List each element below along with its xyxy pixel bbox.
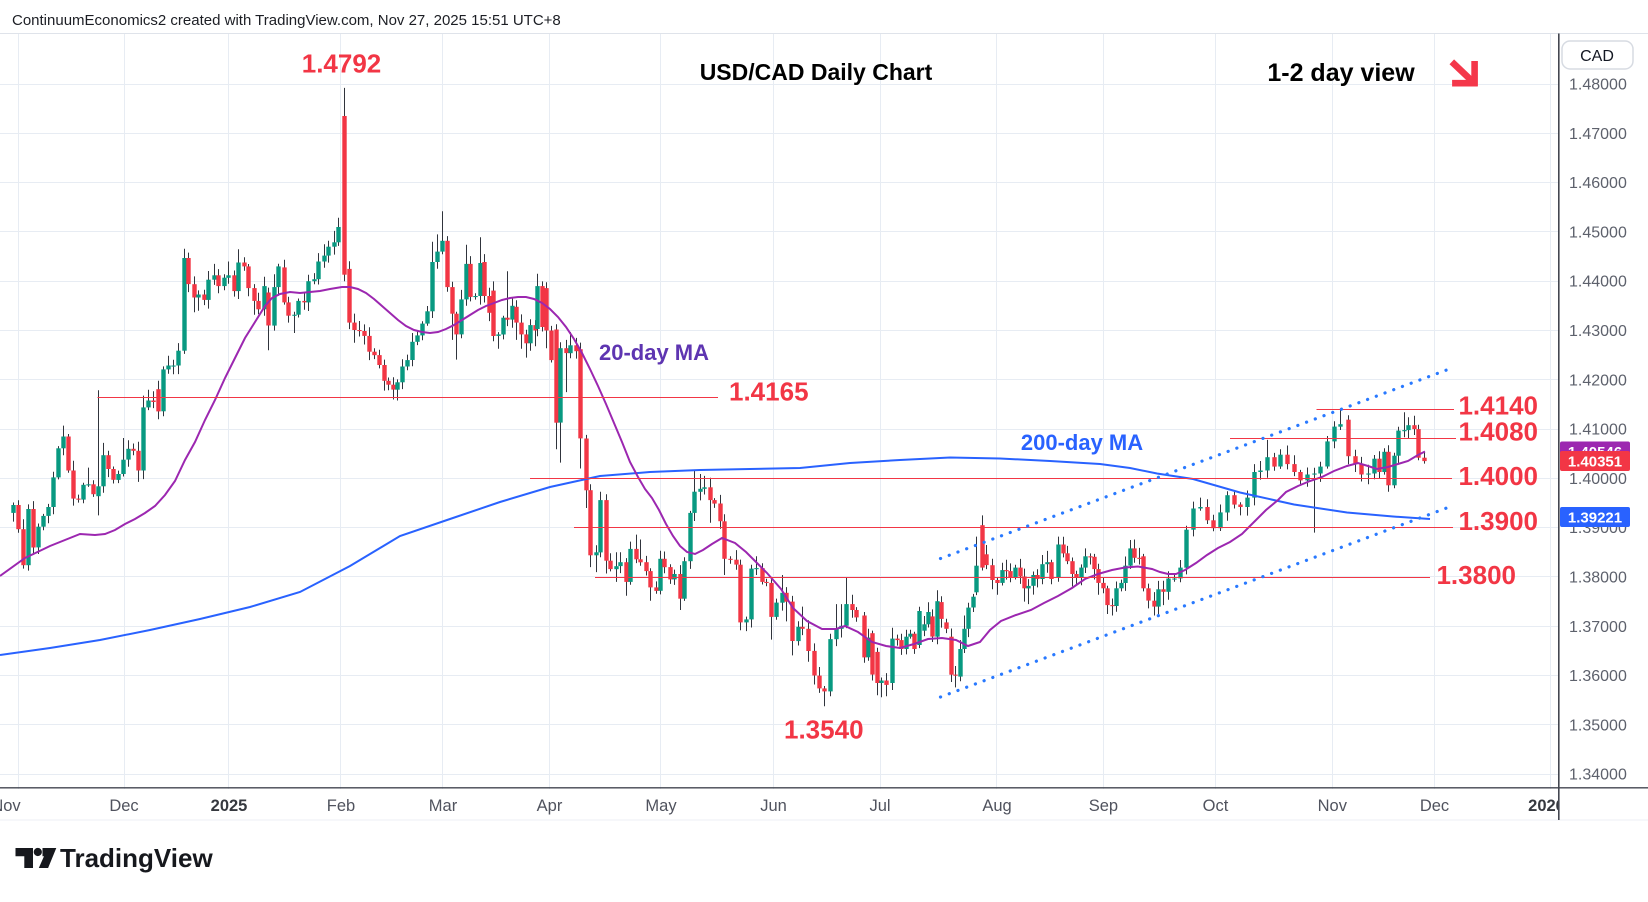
svg-text:1.47000: 1.47000 — [1569, 126, 1627, 143]
svg-text:Jun: Jun — [760, 797, 787, 815]
svg-text:1.4080: 1.4080 — [1458, 416, 1538, 446]
svg-text:Sep: Sep — [1089, 797, 1118, 815]
svg-text:1.40000: 1.40000 — [1569, 471, 1627, 488]
svg-text:1-2 day view: 1-2 day view — [1267, 59, 1415, 87]
svg-text:1.44000: 1.44000 — [1569, 274, 1627, 291]
svg-text:1.40351: 1.40351 — [1568, 454, 1622, 471]
svg-text:1.37000: 1.37000 — [1569, 619, 1627, 636]
svg-text:Aug: Aug — [982, 797, 1011, 815]
svg-text:1.3800: 1.3800 — [1436, 560, 1516, 590]
svg-text:Apr: Apr — [537, 797, 563, 815]
svg-text:Nov: Nov — [0, 797, 21, 815]
svg-text:1.43000: 1.43000 — [1569, 323, 1627, 340]
svg-text:USD/CAD Daily Chart: USD/CAD Daily Chart — [700, 59, 933, 85]
svg-text:1.45000: 1.45000 — [1569, 224, 1627, 241]
svg-text:Jul: Jul — [869, 797, 890, 815]
svg-text:1.35000: 1.35000 — [1569, 717, 1627, 734]
svg-text:1.38000: 1.38000 — [1569, 570, 1627, 587]
svg-text:1.3540: 1.3540 — [784, 714, 864, 744]
svg-text:Feb: Feb — [327, 797, 355, 815]
svg-text:Mar: Mar — [429, 797, 458, 815]
svg-text:1.41000: 1.41000 — [1569, 422, 1627, 439]
svg-text:1.4000: 1.4000 — [1458, 461, 1538, 491]
svg-text:1.34000: 1.34000 — [1569, 767, 1627, 784]
svg-text:1.48000: 1.48000 — [1569, 77, 1627, 94]
svg-text:May: May — [645, 797, 677, 815]
svg-text:1.4792: 1.4792 — [302, 48, 382, 78]
svg-text:Nov: Nov — [1318, 797, 1348, 815]
svg-text:Oct: Oct — [1203, 797, 1229, 815]
svg-text:Dec: Dec — [109, 797, 138, 815]
svg-text:ContinuumEconomics2 created wi: ContinuumEconomics2 created with Trading… — [12, 12, 561, 29]
svg-text:20-day MA: 20-day MA — [599, 340, 709, 365]
svg-text:1.46000: 1.46000 — [1569, 175, 1627, 192]
svg-text:2025: 2025 — [211, 797, 248, 815]
svg-text:200-day MA: 200-day MA — [1021, 430, 1143, 455]
svg-text:1.39221: 1.39221 — [1568, 510, 1622, 527]
svg-text:TradingView: TradingView — [60, 843, 213, 873]
svg-text:1.4165: 1.4165 — [729, 376, 809, 406]
svg-text:CAD: CAD — [1580, 48, 1614, 65]
svg-text:1.42000: 1.42000 — [1569, 372, 1627, 389]
svg-text:1.3900: 1.3900 — [1458, 506, 1538, 536]
svg-text:1.36000: 1.36000 — [1569, 668, 1627, 685]
svg-text:Dec: Dec — [1420, 797, 1449, 815]
